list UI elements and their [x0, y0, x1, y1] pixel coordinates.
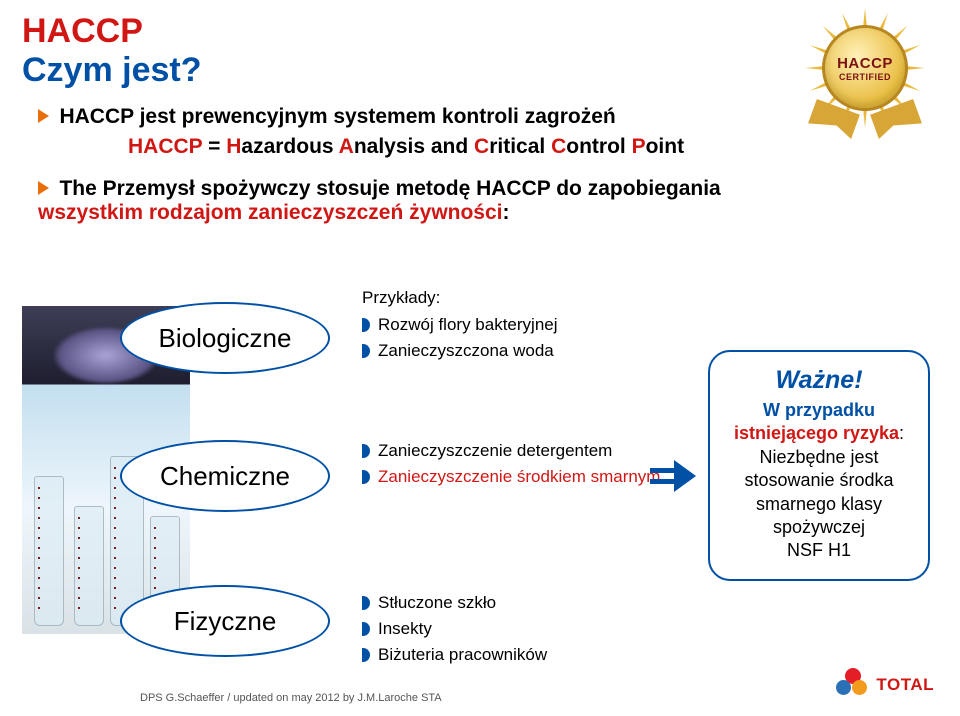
title-line-1: HACCP — [22, 12, 202, 51]
callout-line-2: Niezbędne jest stosowanie środka smarneg… — [724, 446, 914, 540]
bullet-marker-icon — [362, 444, 370, 458]
callout-box: Ważne! W przypadku istniejącego ryzyka: … — [708, 350, 930, 581]
badge-title: HACCP — [837, 55, 893, 72]
oval-fizyczne: Fizyczne — [120, 585, 330, 657]
bullet-2: The Przemysł spożywczy stosuje metodę HA… — [38, 177, 798, 225]
ex-phys-2: Insekty — [378, 618, 432, 640]
oval-phys-label: Fizyczne — [174, 606, 277, 637]
slide-title: HACCP Czym jest? — [22, 12, 202, 90]
total-logo-text: TOTAL — [876, 675, 934, 695]
examples-bio: Przykłady: Rozwój flory bakteryjnej Zani… — [362, 288, 662, 366]
bullet-marker-icon — [362, 470, 370, 484]
footer-credit: DPS G.Schaeffer / updated on may 2012 by… — [140, 692, 442, 704]
callout-title: Ważne! — [724, 366, 914, 395]
callout-line-1: W przypadku istniejącego ryzyka: — [724, 399, 914, 446]
ex-bio-1: Rozwój flory bakteryjnej — [378, 314, 558, 336]
bullet-1-text: HACCP jest prewencyjnym systemem kontrol… — [59, 105, 615, 128]
ex-phys-1: Stłuczone szkło — [378, 592, 496, 614]
bullet-2b: wszystkim rodzajom zanieczyszczeń żywnoś… — [38, 201, 503, 224]
ex-chem-1: Zanieczyszczenie detergentem — [378, 440, 612, 462]
chevron-icon — [38, 181, 49, 195]
bullet-marker-icon — [362, 622, 370, 636]
bullet-marker-icon — [362, 596, 370, 610]
badge-subtitle: CERTIFIED — [839, 72, 891, 82]
bullet-marker-icon — [362, 318, 370, 332]
ex-phys-3: Biżuteria pracowników — [378, 644, 547, 666]
callout-line-3: NSF H1 — [724, 539, 914, 562]
arrow-icon — [650, 458, 702, 494]
oval-biologiczne: Biologiczne — [120, 302, 330, 374]
oval-bio-label: Biologiczne — [159, 323, 292, 354]
oval-chemiczne: Chemiczne — [120, 440, 330, 512]
haccp-certified-badge: HACCP CERTIFIED — [805, 8, 925, 128]
bullet-marker-icon — [362, 344, 370, 358]
oval-chem-label: Chemiczne — [160, 461, 290, 492]
title-line-2: Czym jest? — [22, 51, 202, 90]
ex-bio-2: Zanieczyszczona woda — [378, 340, 554, 362]
chevron-icon — [38, 109, 49, 123]
examples-title: Przykłady: — [362, 288, 662, 308]
bullet-2a: The Przemysł spożywczy stosuje metodę HA… — [59, 177, 720, 200]
examples-chem: Zanieczyszczenie detergentem Zanieczyszc… — [362, 440, 662, 492]
bullet-marker-icon — [362, 648, 370, 662]
total-logo: TOTAL — [836, 668, 934, 702]
bullet-1: HACCP jest prewencyjnym systemem kontrol… — [38, 105, 798, 159]
bullet-1-subline: HACCP = Hazardous Analysis and Critical … — [128, 135, 798, 159]
examples-phys: Stłuczone szkło Insekty Biżuteria pracow… — [362, 592, 662, 670]
ex-chem-2: Zanieczyszczenie środkiem smarnym — [378, 466, 660, 488]
total-logo-icon — [836, 668, 870, 702]
bullet-section: HACCP jest prewencyjnym systemem kontrol… — [38, 105, 798, 237]
